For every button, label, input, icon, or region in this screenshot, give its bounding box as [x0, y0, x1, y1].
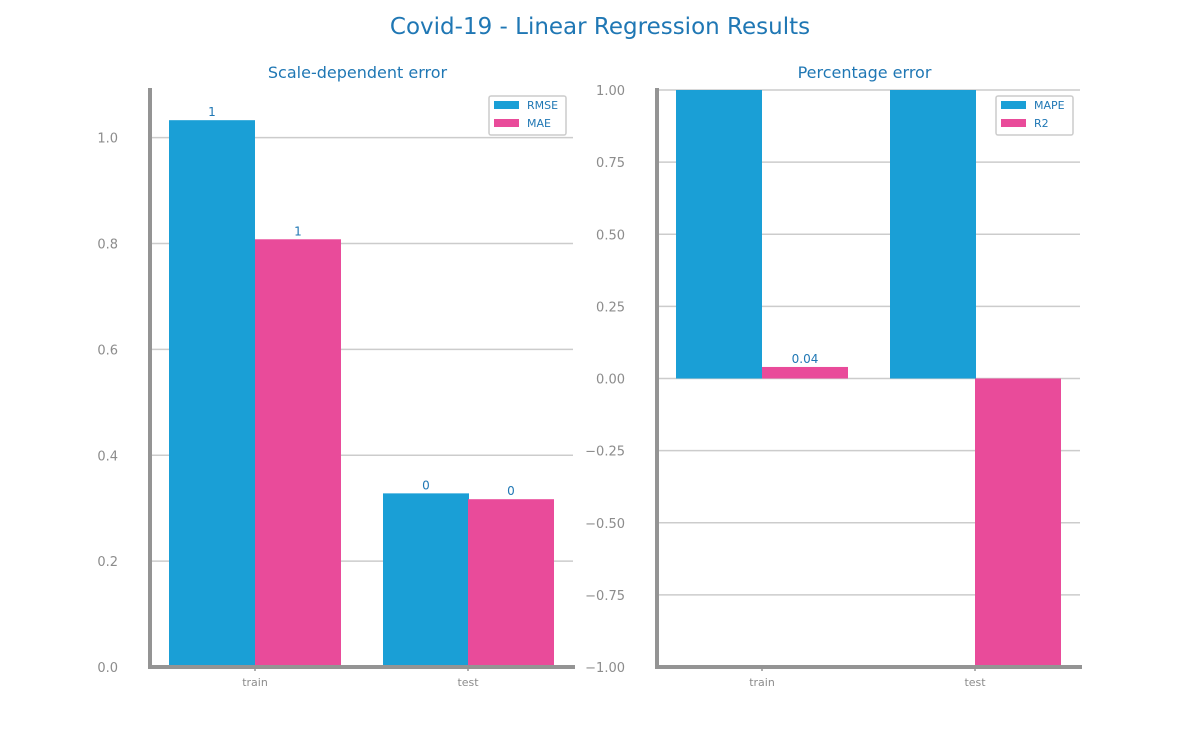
bar-mae-test	[468, 499, 554, 667]
y-tick-label: 0.0	[97, 661, 118, 676]
bar-r2-test	[975, 378, 1061, 667]
y-tick-label: 1.00	[596, 84, 625, 99]
y-tick-label: 0.25	[596, 300, 625, 315]
x-tick-label: test	[457, 676, 479, 689]
x-tick-label: train	[242, 676, 268, 689]
legend-label: MAE	[527, 117, 551, 130]
bar-rmse-test	[383, 493, 469, 667]
y-tick-label: −0.75	[585, 589, 625, 604]
legend-label: RMSE	[527, 99, 558, 112]
figure-title: Covid-19 - Linear Regression Results	[390, 14, 810, 40]
bar-mape-test	[890, 90, 976, 379]
y-tick-label: 0.00	[596, 373, 625, 388]
y-tick-label: 0.4	[97, 449, 118, 464]
legend-label: MAPE	[1034, 99, 1065, 112]
y-tick-label: 0.2	[97, 555, 118, 570]
data-label: 0.04	[792, 352, 819, 366]
data-label: 0	[507, 484, 515, 498]
y-tick-label: 0.6	[97, 343, 118, 358]
chart-percentage-error: −1.00 −0.75 −0.50 −0.25 0.00 0.25 0.50 0.75 1.00…	[585, 63, 1082, 689]
data-label: 1	[294, 224, 302, 238]
legend-swatch	[1001, 101, 1026, 109]
legend-swatch	[1001, 119, 1026, 127]
y-tick-label: 0.75	[596, 156, 625, 171]
y-tick-label: −0.25	[585, 445, 625, 460]
y-tick-label: 0.8	[97, 238, 118, 253]
bar-mae-train	[255, 239, 341, 667]
legend-swatch	[494, 119, 519, 127]
bar-rmse-train	[169, 120, 255, 667]
chart-scale-dependent-error: 0.0 0.2 0.4 0.6 0.8 1.0 1 0 1 0 train test Scale-dep…	[97, 63, 575, 689]
x-tick-label: test	[964, 676, 986, 689]
data-label: 1	[208, 105, 216, 119]
y-tick-label: 0.50	[596, 228, 625, 243]
chart-title: Percentage error	[798, 63, 932, 82]
data-label: 0	[422, 478, 430, 492]
y-tick-label: 1.0	[97, 132, 118, 147]
bar-r2-train	[762, 366, 848, 379]
legend-swatch	[494, 101, 519, 109]
y-tick-label: −0.50	[585, 517, 625, 532]
legend-label: R2	[1034, 117, 1049, 130]
chart-title: Scale-dependent error	[268, 63, 448, 82]
x-tick-label: train	[749, 676, 775, 689]
y-tick-label: −1.00	[585, 661, 625, 676]
bar-mape-train	[676, 90, 762, 379]
